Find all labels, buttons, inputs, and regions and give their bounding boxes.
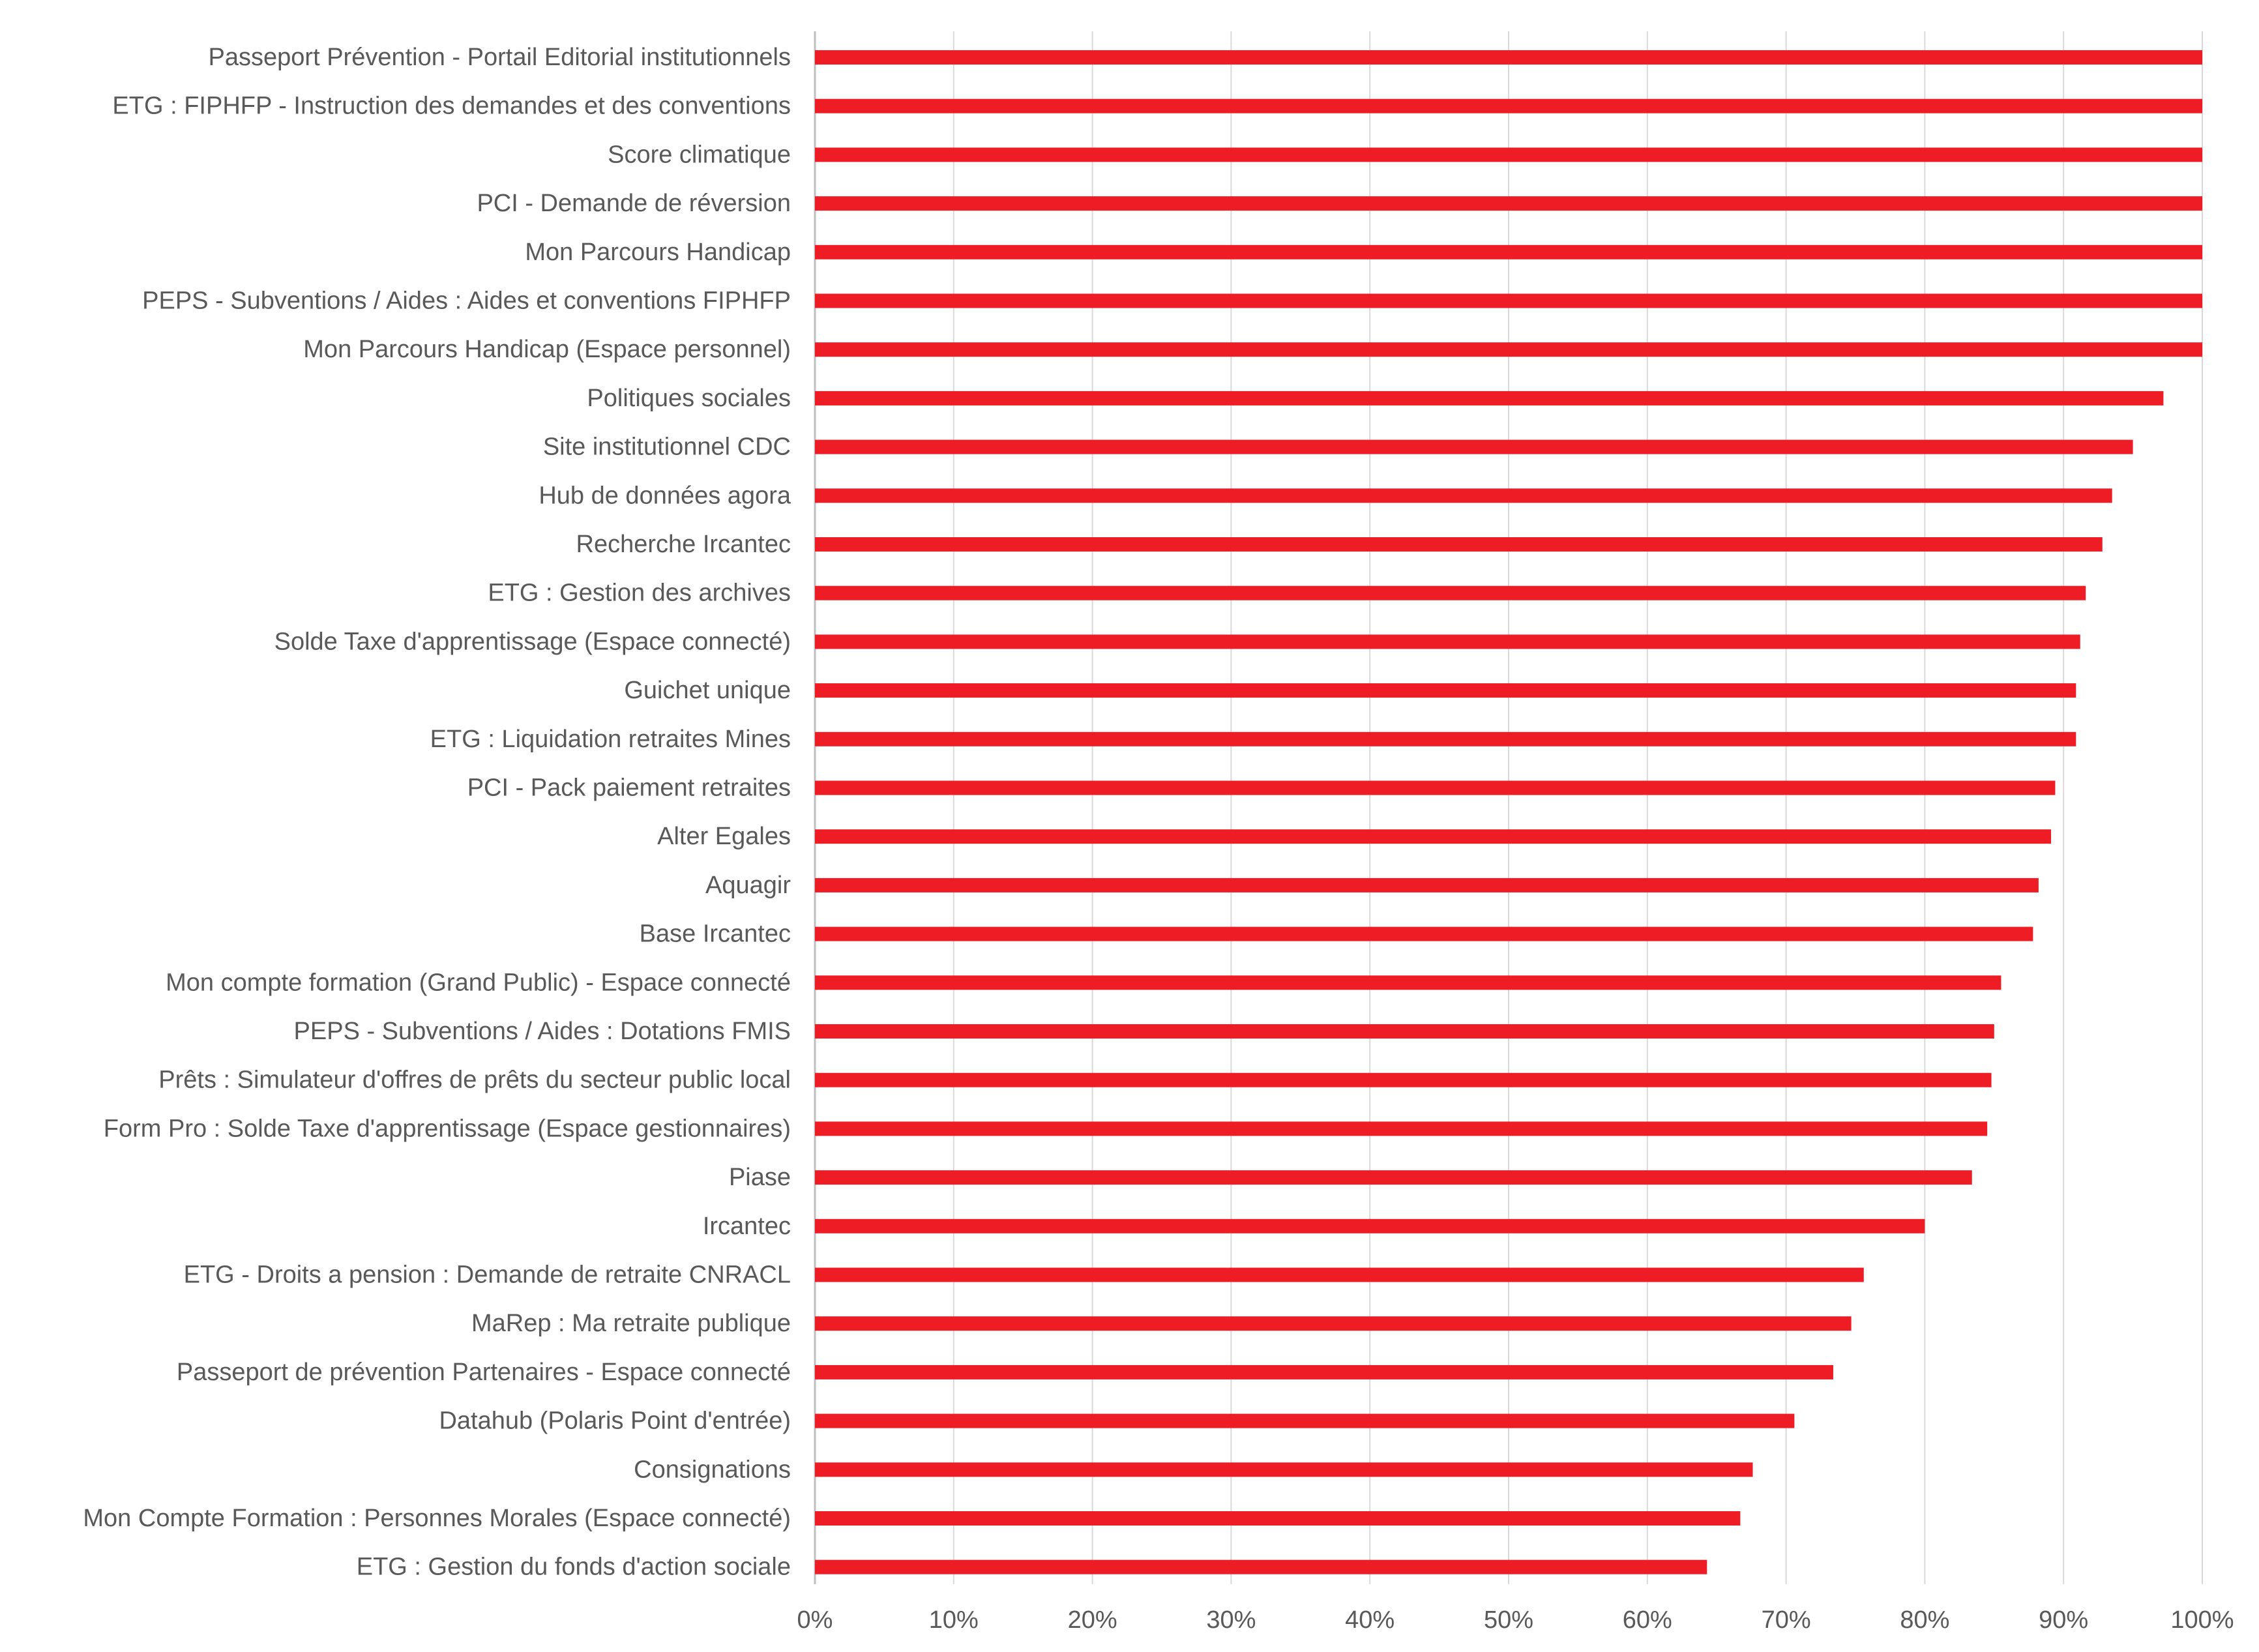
bar	[815, 196, 2202, 211]
bar	[815, 780, 2056, 795]
bar	[815, 293, 2202, 308]
category-label: Passeport de prévention Partenaires - Es…	[177, 1359, 791, 1386]
bar	[815, 1170, 1972, 1185]
category-label: PEPS - Subventions / Aides : Aides et co…	[142, 288, 791, 315]
bar	[815, 1267, 1864, 1282]
bar	[815, 1121, 1988, 1136]
category-label: ETG : FIPHFP - Instruction des demandes …	[112, 93, 791, 120]
bar	[815, 926, 2033, 941]
bar	[815, 731, 2076, 746]
bar	[815, 98, 2202, 113]
bar	[815, 244, 2202, 259]
x-tick-labels: 0% 10% 20% 30% 40% 50% 60% 70% 80% 90% 100%	[797, 1606, 2234, 1634]
bar	[815, 878, 2039, 892]
bar	[815, 342, 2202, 357]
x-tick-label: 30%	[1206, 1606, 1256, 1634]
category-label: ETG : Gestion des archives	[488, 580, 791, 607]
x-tick-label: 80%	[1900, 1606, 1949, 1634]
category-label: Ircantec	[703, 1213, 791, 1240]
category-label: PEPS - Subventions / Aides : Dotations F…	[294, 1018, 791, 1045]
x-tick-label: 60%	[1623, 1606, 1672, 1634]
category-label: ETG - Droits a pension : Demande de retr…	[184, 1261, 791, 1289]
bar	[815, 1559, 1707, 1574]
category-label: Mon Parcours Handicap	[525, 239, 791, 266]
bar	[815, 1218, 1925, 1233]
category-label: Consignations	[634, 1456, 791, 1483]
bar	[815, 488, 2112, 503]
x-tick-label: 90%	[2039, 1606, 2088, 1634]
category-label: Form Pro : Solde Taxe d'apprentissage (E…	[104, 1115, 791, 1142]
bar	[815, 439, 2133, 454]
category-label: Datahub (Polaris Point d'entrée)	[439, 1408, 791, 1435]
x-tick-label: 20%	[1068, 1606, 1117, 1634]
bar	[815, 1024, 1994, 1039]
category-label: Politiques sociales	[587, 385, 791, 412]
category-label: Mon Parcours Handicap (Espace personnel)	[303, 336, 791, 363]
bar	[815, 975, 2001, 990]
category-label: Solde Taxe d'apprentissage (Espace conne…	[274, 628, 791, 655]
x-tick-label: 40%	[1345, 1606, 1395, 1634]
x-tick-label: 10%	[929, 1606, 979, 1634]
bar	[815, 537, 2103, 552]
category-labels: Passeport Prévention - Portail Editorial…	[83, 44, 791, 1581]
bars	[815, 50, 2202, 1574]
category-label: Recherche Ircantec	[576, 531, 791, 558]
category-label: Mon Compte Formation : Personnes Morales…	[83, 1505, 791, 1532]
bar	[815, 50, 2202, 65]
bar	[815, 1462, 1753, 1477]
bar	[815, 1511, 1741, 1526]
category-label: ETG : Liquidation retraites Mines	[430, 726, 791, 753]
bar	[815, 585, 2086, 600]
bar	[815, 1413, 1795, 1428]
category-label: Piase	[729, 1164, 791, 1191]
bar	[815, 829, 2052, 844]
bar	[815, 1316, 1852, 1331]
category-label: PCI - Pack paiement retraites	[467, 774, 791, 802]
bar	[815, 147, 2202, 162]
x-tick-label: 100%	[2170, 1606, 2234, 1634]
x-tick-label: 50%	[1484, 1606, 1533, 1634]
gridlines	[814, 31, 2203, 1584]
category-label: MaRep : Ma retraite publique	[471, 1310, 791, 1337]
x-tick-label: 0%	[797, 1606, 833, 1634]
category-label: Aquagir	[705, 872, 791, 899]
bar	[815, 1364, 1833, 1379]
category-label: ETG : Gestion du fonds d'action sociale	[357, 1554, 791, 1581]
bar	[815, 683, 2076, 698]
category-label: Base Ircantec	[640, 921, 791, 948]
bar	[815, 391, 2164, 406]
bar	[815, 634, 2080, 649]
category-label: Site institutionnel CDC	[543, 434, 791, 461]
x-tick-label: 70%	[1762, 1606, 1811, 1634]
category-label: Score climatique	[608, 141, 791, 168]
category-label: Hub de données agora	[539, 482, 791, 509]
category-label: PCI - Demande de réversion	[477, 190, 791, 217]
category-label: Prêts : Simulateur d'offres de prêts du …	[158, 1067, 791, 1094]
category-label: Alter Egales	[657, 823, 791, 850]
category-label: Guichet unique	[624, 677, 791, 704]
category-label: Passeport Prévention - Portail Editorial…	[209, 44, 791, 71]
bar	[815, 1072, 1992, 1087]
category-label: Mon compte formation (Grand Public) - Es…	[166, 969, 791, 996]
